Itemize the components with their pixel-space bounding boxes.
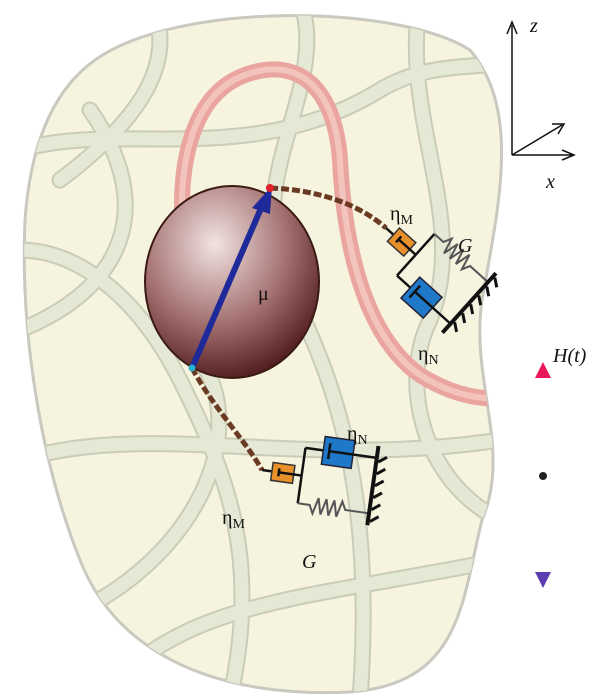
subscript: N (428, 353, 438, 368)
spring-label: G (302, 551, 317, 573)
subscript: N (357, 433, 367, 448)
field-label: H(t) (552, 345, 587, 367)
diagram: μ ηM G ηN ηN ηM G z x H(t) (0, 0, 615, 699)
axis-label: x (545, 171, 555, 193)
spring-label: G (458, 235, 473, 257)
anchor-point (189, 365, 196, 372)
moment-label: μ (258, 283, 269, 305)
subscript: M (400, 213, 413, 228)
symbol: η (418, 343, 428, 365)
subscript: M (232, 517, 245, 532)
axes: z x (507, 15, 574, 193)
symbol: η (390, 203, 400, 225)
anchor-point (266, 184, 274, 192)
axis-label: z (529, 15, 538, 37)
field-arrow (535, 362, 551, 588)
symbol: η (222, 507, 232, 529)
symbol: η (347, 423, 357, 445)
